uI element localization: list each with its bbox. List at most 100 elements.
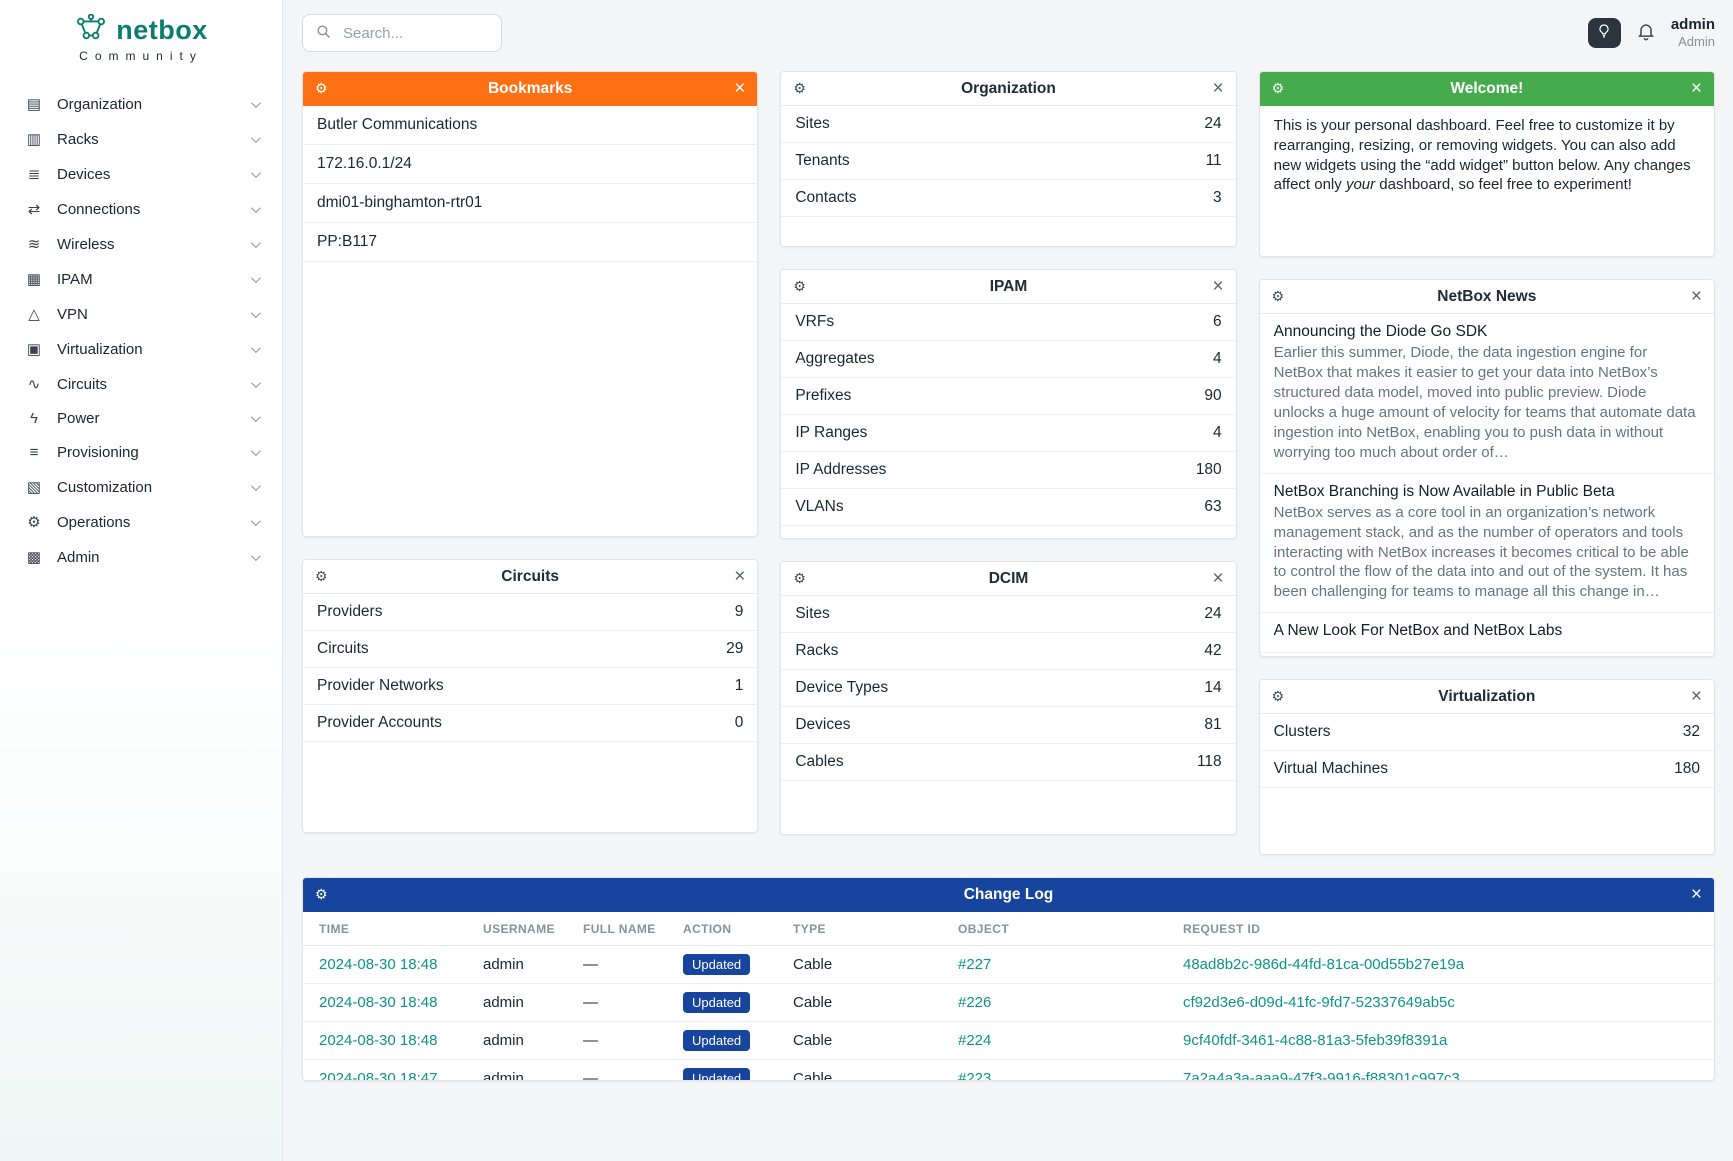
stat-row[interactable]: Aggregates 4 bbox=[781, 341, 1236, 378]
sidebar-item-customization[interactable]: ▧ Customization bbox=[14, 470, 268, 504]
stat-row[interactable]: VRFs 6 bbox=[781, 304, 1236, 341]
object-link[interactable]: #227 bbox=[958, 956, 992, 973]
stat-row[interactable]: Devices 81 bbox=[781, 707, 1236, 744]
sidebar-item-ipam[interactable]: ▦ IPAM bbox=[14, 262, 268, 296]
stat-label[interactable]: Sites bbox=[795, 115, 830, 132]
widget-config-icon[interactable]: ⚙ bbox=[793, 80, 806, 96]
stat-row[interactable]: Provider Accounts 0 bbox=[303, 705, 758, 742]
widget-config-icon[interactable]: ⚙ bbox=[1271, 288, 1285, 304]
widget-close-icon[interactable]: × bbox=[1690, 286, 1702, 307]
stat-label[interactable]: VRFs bbox=[795, 313, 835, 330]
stat-row[interactable]: Racks 42 bbox=[781, 633, 1236, 670]
stat-label[interactable]: Racks bbox=[795, 642, 839, 659]
user-menu[interactable]: admin Admin bbox=[1671, 16, 1715, 51]
widget-config-icon[interactable]: ⚙ bbox=[1271, 688, 1285, 704]
request-id-link[interactable]: 9cf40fdf-3461-4c88-81a3-5feb39f8391a bbox=[1183, 1032, 1448, 1049]
request-id-link[interactable]: 48ad8b2c-986d-44fd-81ca-00d55b27e19a bbox=[1183, 956, 1465, 973]
stat-label[interactable]: VLANs bbox=[795, 498, 844, 515]
stat-row[interactable]: Tenants 11 bbox=[781, 143, 1236, 180]
time-link[interactable]: 2024-08-30 18:48 bbox=[319, 994, 438, 1011]
object-link[interactable]: #223 bbox=[958, 1070, 992, 1081]
widget-config-icon[interactable]: ⚙ bbox=[315, 568, 328, 584]
widget-close-icon[interactable]: × bbox=[734, 78, 746, 99]
stat-row[interactable]: IP Ranges 4 bbox=[781, 415, 1236, 452]
bookmark-item[interactable]: 172.16.0.1/24 bbox=[303, 145, 758, 184]
stat-row[interactable]: Device Types 14 bbox=[781, 670, 1236, 707]
time-link[interactable]: 2024-08-30 18:48 bbox=[319, 1032, 438, 1049]
stat-label[interactable]: Clusters bbox=[1273, 723, 1331, 740]
time-link[interactable]: 2024-08-30 18:47 bbox=[319, 1070, 438, 1081]
widget-config-icon[interactable]: ⚙ bbox=[793, 278, 806, 294]
stat-row[interactable]: Cables 118 bbox=[781, 744, 1236, 781]
stat-row[interactable]: Prefixes 90 bbox=[781, 378, 1236, 415]
sidebar-item-operations[interactable]: ⚙ Operations bbox=[14, 505, 268, 539]
stat-row[interactable]: Contacts 3 bbox=[781, 180, 1236, 217]
widget-close-icon[interactable]: × bbox=[1690, 78, 1702, 99]
sidebar-item-virtualization[interactable]: ▣ Virtualization bbox=[14, 332, 268, 366]
stat-row[interactable]: Clusters 32 bbox=[1259, 714, 1714, 751]
sidebar-item-wireless[interactable]: ≋ Wireless bbox=[14, 227, 268, 261]
stat-row[interactable]: Providers 9 bbox=[303, 594, 758, 631]
sidebar-item-circuits[interactable]: ∿ Circuits bbox=[14, 367, 268, 401]
sidebar-item-admin[interactable]: ▩ Admin bbox=[14, 540, 268, 574]
widget-close-icon[interactable]: × bbox=[1212, 568, 1224, 589]
sidebar-item-racks[interactable]: ▥ Racks bbox=[14, 122, 268, 156]
widget-close-icon[interactable]: × bbox=[734, 566, 746, 587]
widget-close-icon[interactable]: × bbox=[1212, 276, 1224, 297]
sidebar-item-vpn[interactable]: △ VPN bbox=[14, 297, 268, 331]
stat-label[interactable]: Provider Accounts bbox=[317, 714, 442, 731]
stat-label[interactable]: Virtual Machines bbox=[1273, 760, 1388, 777]
widget-config-icon[interactable]: ⚙ bbox=[1271, 80, 1285, 96]
object-link[interactable]: #224 bbox=[958, 1032, 992, 1049]
bookmark-item[interactable]: PP:B117 bbox=[303, 223, 758, 262]
stat-row[interactable]: Circuits 29 bbox=[303, 631, 758, 668]
object-link[interactable]: #226 bbox=[958, 994, 992, 1011]
bookmark-item[interactable]: dmi01-binghamton-rtr01 bbox=[303, 184, 758, 223]
stat-label[interactable]: Cables bbox=[795, 753, 844, 770]
stat-label[interactable]: Provider Networks bbox=[317, 677, 444, 694]
sidebar-item-power[interactable]: ϟ Power bbox=[14, 402, 268, 435]
chevron-down-icon bbox=[250, 446, 261, 457]
stat-label[interactable]: Prefixes bbox=[795, 387, 852, 404]
news-headline[interactable]: NetBox Branching is Now Available in Pub… bbox=[1273, 482, 1615, 500]
stat-row[interactable]: Sites 24 bbox=[781, 596, 1236, 633]
search-input[interactable] bbox=[341, 23, 489, 43]
sidebar-item-connections[interactable]: ⇄ Connections bbox=[14, 192, 268, 226]
widget-config-icon[interactable]: ⚙ bbox=[793, 570, 806, 586]
widget-close-icon[interactable]: × bbox=[1690, 686, 1702, 707]
time-link[interactable]: 2024-08-30 18:48 bbox=[319, 956, 438, 973]
stat-label[interactable]: Sites bbox=[795, 605, 830, 622]
bookmark-item[interactable]: Butler Communications bbox=[303, 106, 758, 145]
stat-label[interactable]: Devices bbox=[795, 716, 851, 733]
stat-row[interactable]: Virtual Machines 180 bbox=[1259, 751, 1714, 788]
sidebar-item-organization[interactable]: ▤ Organization bbox=[14, 87, 268, 121]
stat-label[interactable]: Device Types bbox=[795, 679, 889, 696]
search-box[interactable] bbox=[302, 14, 502, 52]
widget-config-icon[interactable]: ⚙ bbox=[315, 886, 328, 902]
stat-row[interactable]: IP Addresses 180 bbox=[781, 452, 1236, 489]
widget-title: NetBox News bbox=[1437, 287, 1537, 305]
stat-row[interactable]: Provider Networks 1 bbox=[303, 668, 758, 705]
stat-label[interactable]: Aggregates bbox=[795, 350, 875, 367]
widget-config-icon[interactable]: ⚙ bbox=[315, 80, 328, 96]
theme-toggle-button[interactable] bbox=[1587, 18, 1621, 48]
stat-label[interactable]: Tenants bbox=[795, 152, 850, 169]
cell-username: admin bbox=[471, 1021, 571, 1060]
request-id-link[interactable]: cf92d3e6-d09d-41fc-9fd7-52337649ab5c bbox=[1183, 994, 1455, 1011]
brand[interactable]: netbox Community bbox=[0, 0, 282, 67]
sidebar-item-provisioning[interactable]: ≡ Provisioning bbox=[14, 436, 268, 469]
widget-close-icon[interactable]: × bbox=[1212, 78, 1224, 99]
widget-close-icon[interactable]: × bbox=[1690, 884, 1702, 905]
news-headline[interactable]: A New Look For NetBox and NetBox Labs bbox=[1273, 622, 1563, 640]
request-id-link[interactable]: 7a2a4a3a-aaa9-47f3-9916-f88301c997c3 bbox=[1183, 1070, 1460, 1081]
notifications-button[interactable] bbox=[1636, 21, 1656, 45]
news-headline[interactable]: Announcing the Diode Go SDK bbox=[1273, 323, 1488, 340]
stat-label[interactable]: Circuits bbox=[317, 640, 369, 657]
stat-label[interactable]: IP Ranges bbox=[795, 424, 868, 441]
stat-row[interactable]: VLANs 63 bbox=[781, 489, 1236, 526]
stat-label[interactable]: Contacts bbox=[795, 189, 857, 206]
stat-label[interactable]: Providers bbox=[317, 603, 383, 620]
stat-label[interactable]: IP Addresses bbox=[795, 461, 887, 478]
stat-row[interactable]: Sites 24 bbox=[781, 106, 1236, 143]
sidebar-item-devices[interactable]: ≣ Devices bbox=[14, 157, 268, 191]
